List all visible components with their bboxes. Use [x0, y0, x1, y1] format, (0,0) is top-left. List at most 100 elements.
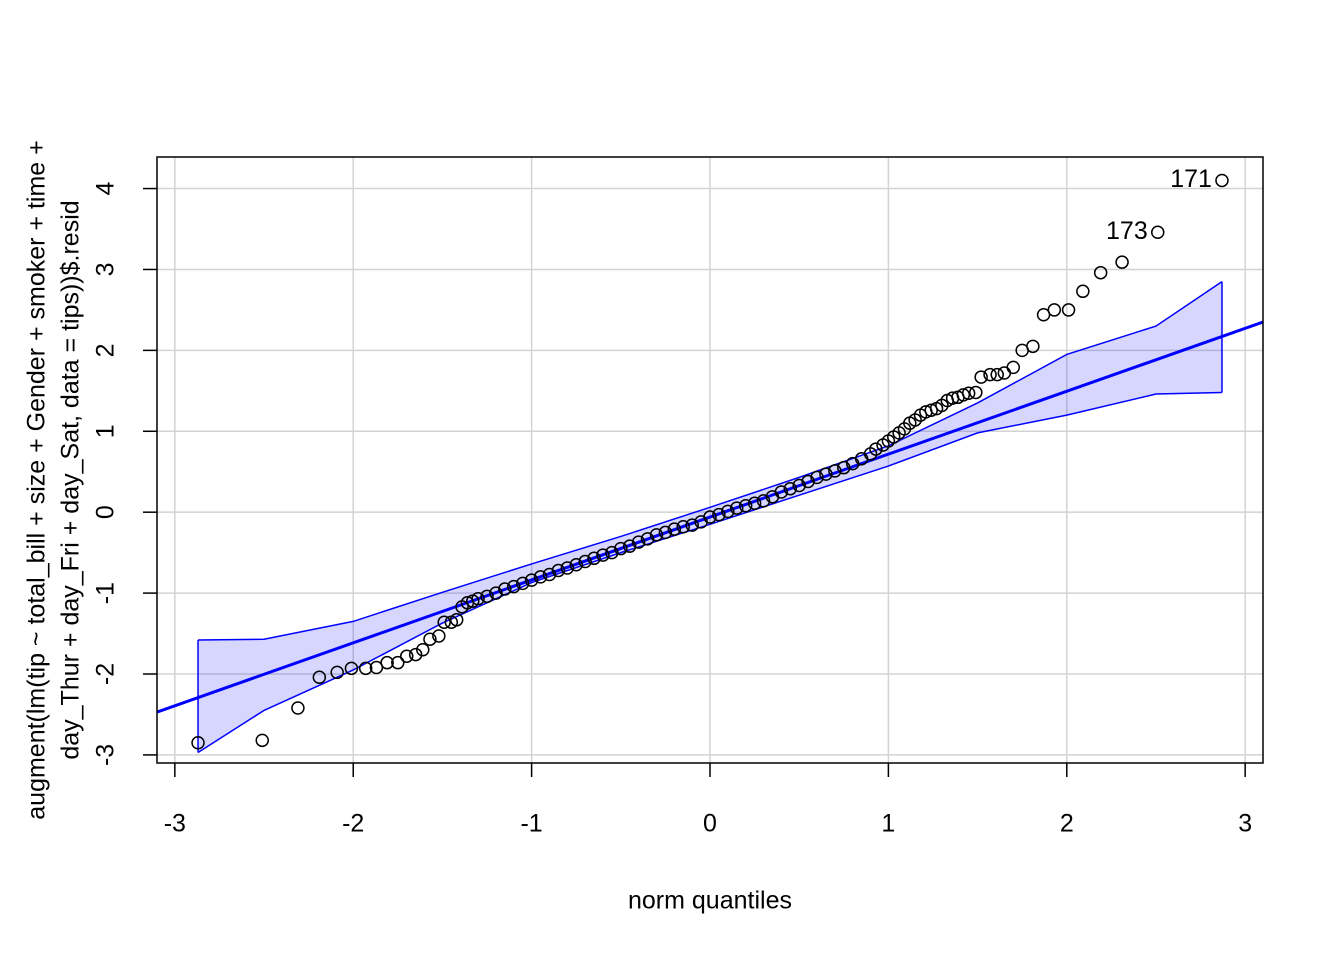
point: [416, 642, 430, 657]
point: [667, 522, 682, 536]
point: [622, 539, 637, 553]
point: [990, 367, 1004, 382]
point: [1076, 284, 1090, 299]
point: [432, 629, 446, 643]
y-tick-label: 4: [92, 182, 120, 196]
point: [1006, 360, 1021, 375]
point: [801, 474, 815, 489]
x-tick-label: -3: [164, 810, 186, 838]
point: [605, 545, 619, 560]
point: [380, 655, 394, 670]
plot-area: [157, 280, 1263, 754]
point: [489, 586, 503, 600]
point: [730, 501, 744, 515]
point: [578, 554, 592, 569]
point: [1026, 339, 1040, 354]
band-lower: [197, 391, 1222, 754]
point: [551, 563, 566, 578]
point: [747, 496, 762, 511]
y-tick-label: -2: [92, 663, 120, 685]
point: [983, 367, 997, 382]
y-tick-label: 2: [92, 343, 120, 357]
x-tick-label: 2: [1060, 810, 1074, 838]
point: [1036, 308, 1051, 322]
point: [869, 442, 883, 456]
x-tick-label: 1: [881, 810, 895, 838]
point: [423, 632, 437, 646]
point: [774, 485, 789, 499]
point: [1115, 255, 1129, 269]
point: [997, 366, 1012, 380]
point: [792, 478, 806, 493]
point: [640, 532, 655, 546]
point: [828, 464, 842, 478]
point: [712, 507, 726, 522]
point: [1047, 303, 1062, 317]
point: [614, 541, 628, 556]
point: [542, 567, 557, 582]
point: [533, 570, 548, 584]
y-tick-label: -3: [92, 744, 120, 766]
point: [515, 576, 530, 591]
point: [587, 551, 601, 566]
point: [330, 665, 344, 680]
point: [449, 613, 464, 627]
point: [649, 528, 664, 542]
point: [974, 370, 988, 384]
point: [498, 582, 512, 596]
point: [756, 494, 771, 508]
point: [1061, 303, 1076, 317]
point: [596, 548, 610, 562]
y-axis-title-line: day_Thur + day_Fri + day_Sat, data = tip…: [57, 200, 85, 759]
point: [956, 388, 971, 402]
point: [399, 649, 414, 663]
y-tick-label: 1: [92, 424, 120, 438]
point: [408, 647, 423, 662]
x-tick-label: -1: [520, 810, 542, 838]
point: [524, 573, 539, 587]
point-label: 171: [1170, 165, 1212, 193]
point: [738, 498, 753, 513]
x-tick-label: 0: [703, 810, 717, 838]
point: [344, 661, 359, 676]
point: [471, 592, 485, 606]
point: [810, 470, 824, 485]
plot-frame: [156, 156, 1264, 764]
point: [837, 460, 851, 475]
y-axis-title-line: augment(lm(tip ~ total_bill + size + Gen…: [23, 140, 51, 819]
point: [1215, 173, 1229, 188]
reference-line: [157, 320, 1263, 714]
point: [569, 558, 583, 572]
point: [961, 386, 976, 401]
point: [437, 615, 451, 629]
band-upper: [198, 280, 1223, 641]
point: [391, 655, 405, 670]
point: [312, 670, 327, 684]
y-axis-title: augment(lm(tip ~ total_bill + size + Gen…: [23, 140, 85, 819]
point: [560, 561, 575, 575]
point: [924, 403, 938, 417]
point: [819, 467, 833, 481]
point: [480, 589, 494, 604]
point: [703, 510, 717, 524]
point: [631, 535, 646, 549]
point: [685, 518, 699, 532]
point: [291, 701, 305, 715]
point: [721, 504, 735, 519]
point: [255, 733, 269, 748]
point: [969, 385, 983, 400]
point: [507, 579, 521, 594]
point: [676, 519, 690, 534]
point: [191, 736, 205, 750]
y-tick-label: 3: [92, 263, 120, 277]
point: [783, 481, 798, 496]
point-label: 173: [1106, 217, 1148, 245]
point: [369, 660, 384, 675]
y-tick-label: -1: [92, 582, 120, 604]
x-tick-label: 3: [1238, 810, 1252, 838]
point: [658, 525, 673, 540]
point: [1093, 265, 1108, 280]
point: [1151, 225, 1165, 239]
x-tick-label: -2: [342, 810, 364, 838]
